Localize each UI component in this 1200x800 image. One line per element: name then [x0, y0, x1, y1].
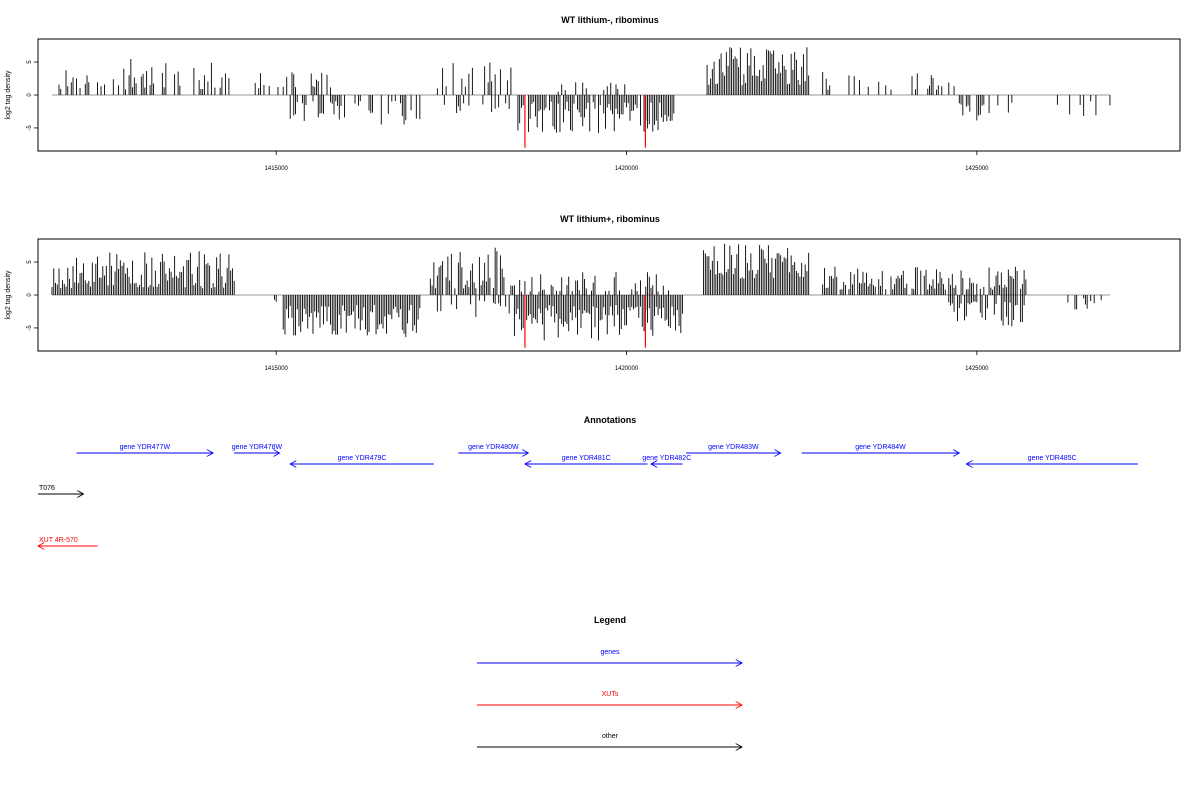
- annotation-label: gene YDR482C: [642, 455, 691, 462]
- legend-label: genes: [600, 649, 620, 656]
- x-tick-label: 1415000: [265, 366, 289, 372]
- y-tick-label: 0: [27, 93, 33, 97]
- panel-1-title: WT lithium-, ribominus: [561, 15, 659, 25]
- y-tick-label: 5: [27, 60, 33, 64]
- legend-label: XUTs: [602, 691, 619, 698]
- annotations-panel: Annotations gene YDR477W gene YDR478Wgene…: [38, 415, 1138, 546]
- panel-1-ylabel: log2 tag density: [5, 70, 12, 120]
- legend-items: genes XUTs other: [477, 649, 742, 747]
- annotation-label: gene YDR483W: [708, 444, 759, 451]
- y-tick-label: -5: [27, 125, 33, 131]
- annotation-label: gene YDR485C: [1028, 455, 1077, 462]
- x-tick-label: 1425000: [965, 366, 989, 372]
- y-tick-label: 0: [27, 293, 33, 297]
- annotations-title: Annotations: [584, 415, 637, 425]
- panel-1-axes: 1415000 1420000 1425000 -5 0 5: [27, 60, 989, 172]
- y-tick-label: 5: [27, 260, 33, 264]
- x-tick-label: 1420000: [615, 166, 639, 172]
- panel-2-ylabel: log2 tag density: [5, 270, 12, 320]
- annotation-label: gene YDR477W: [120, 444, 171, 451]
- x-tick-label: 1425000: [965, 166, 989, 172]
- legend-label: other: [602, 733, 619, 740]
- annotation-label: gene YDR478W: [232, 444, 283, 451]
- signal-panel-2: WT lithium+, ribominus log2 tag density …: [5, 214, 1181, 372]
- panel-2-axes: 1415000 1420000 1425000 -5 0 5: [27, 260, 989, 372]
- annotation-features: gene YDR477W gene YDR478W gene YDR479C gene…: [38, 444, 1138, 546]
- signal-panel-1: WT lithium-, ribominus log2 tag density …: [5, 15, 1181, 172]
- annotation-label: gene YDR480W: [468, 444, 519, 451]
- annotation-label: gene YDR479C: [338, 455, 387, 462]
- panel-2-bars: [51, 243, 1110, 348]
- annotation-label: gene YDR484W: [855, 444, 906, 451]
- x-tick-label: 1415000: [265, 166, 289, 172]
- annotation-label: T076: [39, 485, 55, 492]
- panel-2-title: WT lithium+, ribominus: [560, 214, 660, 224]
- x-tick-label: 1420000: [615, 366, 639, 372]
- legend-panel: Legend genes XUTs other: [477, 615, 742, 747]
- legend-title: Legend: [594, 615, 626, 625]
- panel-1-bars: [52, 47, 1111, 148]
- y-tick-label: -5: [27, 325, 33, 331]
- annotation-label: gene YDR481C: [562, 455, 611, 462]
- annotation-label: XUT 4R-570: [39, 537, 78, 544]
